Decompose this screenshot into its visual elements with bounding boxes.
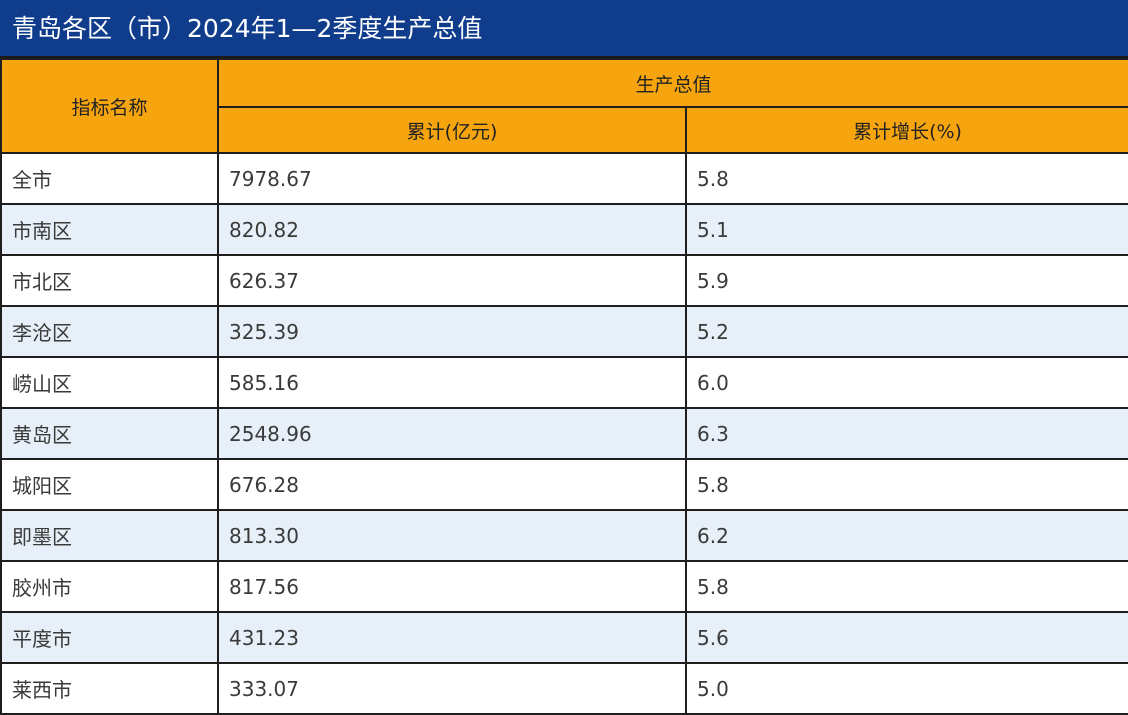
region-cell: 城阳区 <box>0 458 219 511</box>
growth-cell: 5.0 <box>684 662 1128 715</box>
region-cell: 全市 <box>0 152 219 205</box>
table-row: 黄岛区 2548.96 6.3 <box>0 407 1128 460</box>
growth-cell: 5.1 <box>684 203 1128 256</box>
cumulative-cell: 817.56 <box>217 560 687 613</box>
table-row: 城阳区 676.28 5.8 <box>0 458 1128 511</box>
growth-cell: 6.3 <box>684 407 1128 460</box>
header-growth: 累计增长(%) <box>684 106 1128 154</box>
region-cell: 即墨区 <box>0 509 219 562</box>
growth-cell: 6.2 <box>684 509 1128 562</box>
cumulative-cell: 676.28 <box>217 458 687 511</box>
table-title: 青岛各区（市）2024年1—2季度生产总值 <box>0 0 1128 58</box>
growth-cell: 5.9 <box>684 254 1128 307</box>
cumulative-cell: 813.30 <box>217 509 687 562</box>
region-cell: 李沧区 <box>0 305 219 358</box>
cumulative-cell: 333.07 <box>217 662 687 715</box>
table-row: 胶州市 817.56 5.8 <box>0 560 1128 613</box>
region-cell: 胶州市 <box>0 560 219 613</box>
gdp-table: 指标名称 生产总值 累计(亿元) 累计增长(%) 全市 7978.67 5.8 市南区… <box>0 58 1128 715</box>
table-row: 平度市 431.23 5.6 <box>0 611 1128 664</box>
cumulative-cell: 431.23 <box>217 611 687 664</box>
growth-cell: 6.0 <box>684 356 1128 409</box>
growth-cell: 5.8 <box>684 458 1128 511</box>
header-cumulative: 累计(亿元) <box>217 106 687 154</box>
cumulative-cell: 325.39 <box>217 305 687 358</box>
region-cell: 崂山区 <box>0 356 219 409</box>
cumulative-cell: 585.16 <box>217 356 687 409</box>
region-cell: 平度市 <box>0 611 219 664</box>
growth-cell: 5.6 <box>684 611 1128 664</box>
growth-cell: 5.8 <box>684 152 1128 205</box>
table-row: 崂山区 585.16 6.0 <box>0 356 1128 409</box>
growth-cell: 5.8 <box>684 560 1128 613</box>
table-row: 莱西市 333.07 5.0 <box>0 662 1128 715</box>
table-row: 李沧区 325.39 5.2 <box>0 305 1128 358</box>
growth-cell: 5.2 <box>684 305 1128 358</box>
cumulative-cell: 7978.67 <box>217 152 687 205</box>
table-row: 市南区 820.82 5.1 <box>0 203 1128 256</box>
region-cell: 莱西市 <box>0 662 219 715</box>
cumulative-cell: 2548.96 <box>217 407 687 460</box>
header-indicator: 指标名称 <box>0 58 219 154</box>
cumulative-cell: 626.37 <box>217 254 687 307</box>
region-cell: 市北区 <box>0 254 219 307</box>
region-cell: 黄岛区 <box>0 407 219 460</box>
table-row: 即墨区 813.30 6.2 <box>0 509 1128 562</box>
table-row: 全市 7978.67 5.8 <box>0 152 1128 205</box>
table-row: 市北区 626.37 5.9 <box>0 254 1128 307</box>
region-cell: 市南区 <box>0 203 219 256</box>
header-group: 生产总值 <box>216 58 1128 108</box>
cumulative-cell: 820.82 <box>217 203 687 256</box>
